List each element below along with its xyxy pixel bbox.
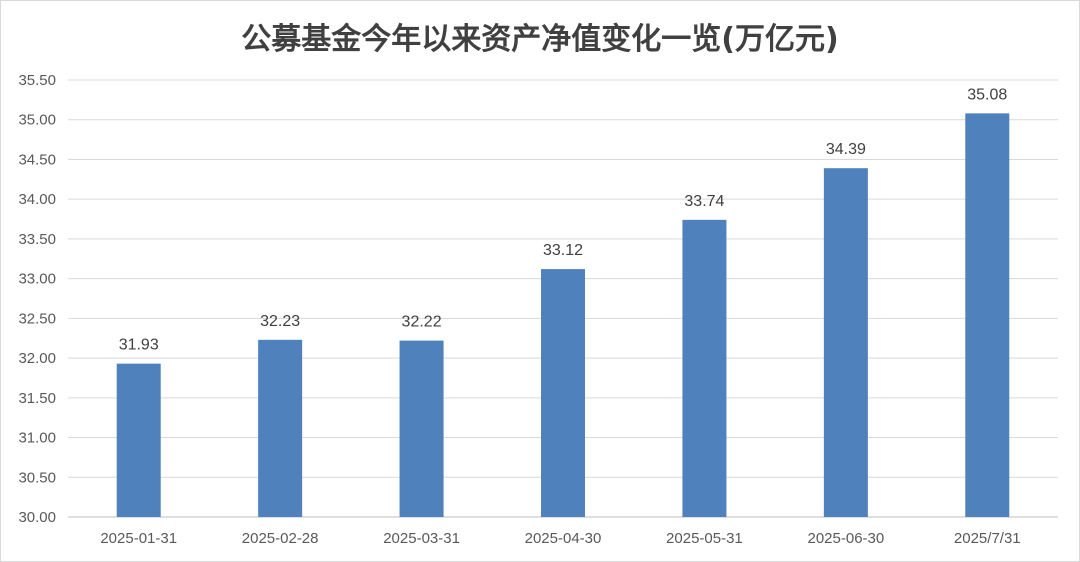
y-tick-label: 34.00 <box>18 191 56 208</box>
bar <box>823 168 868 517</box>
bar <box>541 269 585 517</box>
x-tick-label: 2025-02-28 <box>242 530 319 547</box>
x-tick-label: 2025/7/31 <box>954 530 1021 547</box>
y-tick-label: 30.00 <box>18 509 56 526</box>
bar <box>399 340 444 517</box>
bar <box>682 219 727 517</box>
labels: 30.00 30.50 31.00 31.50 32.00 32.50 33.00 33.50… <box>18 72 1020 547</box>
y-tick-label: 33.00 <box>18 271 56 288</box>
y-tick-label: 33.50 <box>18 231 56 248</box>
bar-value-label: 34.39 <box>826 141 866 158</box>
chart-title: 公募基金今年以来资产净值变化一览(万亿元) <box>241 22 839 57</box>
bar <box>965 113 1010 517</box>
y-tick-label: 34.50 <box>18 151 56 168</box>
y-tick-label: 35.00 <box>18 112 56 129</box>
x-tick-label: 2025-06-30 <box>807 530 884 547</box>
bars <box>116 113 1010 517</box>
bar-value-label: 35.08 <box>967 86 1007 103</box>
x-tick-label: 2025-04-30 <box>525 530 602 547</box>
y-tick-label: 31.50 <box>18 390 56 407</box>
bar-value-label: 31.93 <box>119 337 159 354</box>
y-tick-label: 30.50 <box>18 469 56 486</box>
x-tick-label: 2025-03-31 <box>383 530 460 547</box>
bar-value-label: 33.74 <box>684 193 724 210</box>
y-tick-label: 32.50 <box>18 310 56 327</box>
bar-value-label: 32.22 <box>402 314 442 331</box>
bar <box>258 339 303 517</box>
y-tick-label: 31.00 <box>18 430 56 447</box>
y-tick-label: 32.00 <box>18 350 56 367</box>
bar <box>116 363 161 517</box>
y-tick-label: 35.50 <box>18 72 56 89</box>
x-tick-label: 2025-05-31 <box>666 530 743 547</box>
bar-value-label: 32.23 <box>260 313 300 330</box>
bar-value-label: 33.12 <box>543 242 583 259</box>
x-tick-label: 2025-01-31 <box>100 530 177 547</box>
